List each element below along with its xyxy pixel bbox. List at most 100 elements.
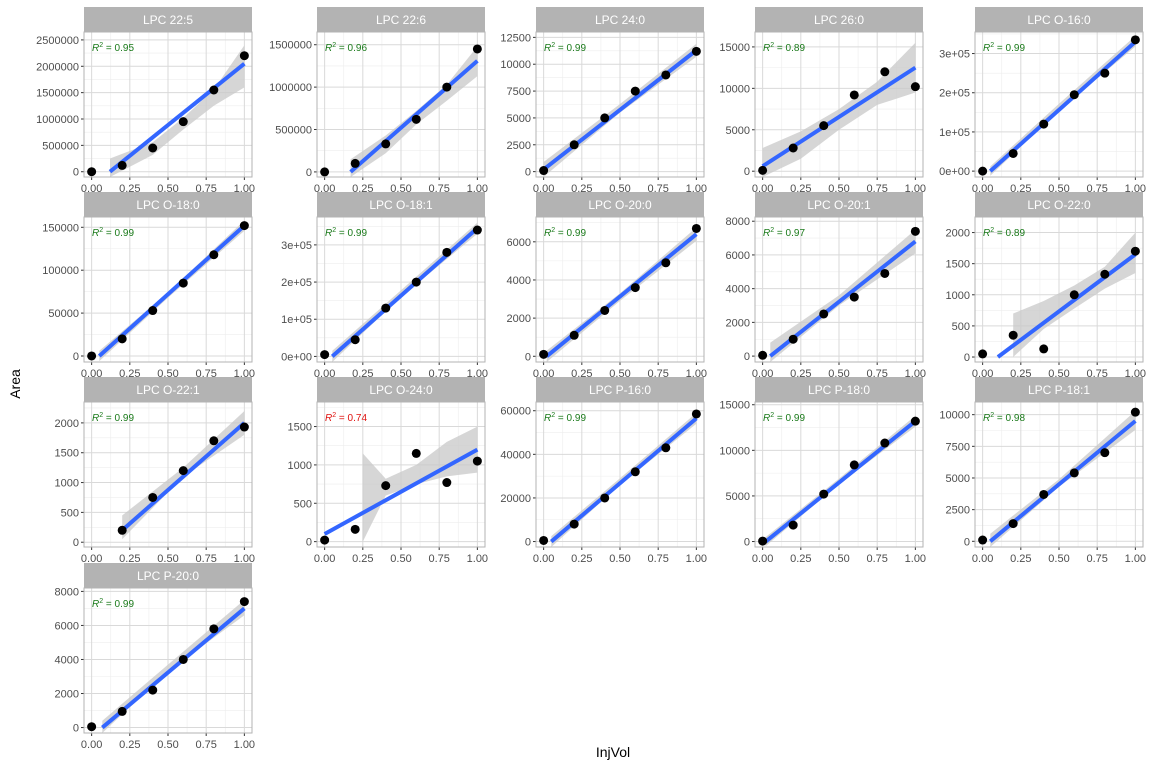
data-point xyxy=(148,685,158,695)
r-squared-label: R2 = 0.97 xyxy=(763,227,805,239)
facet-panel: LPC P-18:0 0 5000 10000 15000 0.00 0.25 0.50 0.7… xyxy=(719,377,926,565)
panel-border xyxy=(974,216,1144,363)
y-tick-label: 2500 xyxy=(507,140,531,152)
data-point xyxy=(849,460,859,470)
data-point xyxy=(148,492,158,502)
y-tick-label: 2000 xyxy=(726,317,750,329)
data-point xyxy=(209,250,219,260)
y-tick-label: 0 xyxy=(525,167,531,179)
data-point xyxy=(1130,35,1140,45)
data-point xyxy=(87,167,97,177)
y-tick-label: 10000 xyxy=(500,59,531,71)
y-tick-label: 4000 xyxy=(507,275,531,287)
facet-strip xyxy=(975,377,1143,402)
facet-title: LPC O-18:0 xyxy=(136,198,200,212)
data-point xyxy=(758,536,768,546)
x-tick-label: 0.75 xyxy=(647,553,668,565)
data-point xyxy=(1100,269,1110,279)
facet-strip xyxy=(84,377,252,402)
y-tick-label: 0 xyxy=(73,537,79,549)
data-point xyxy=(381,481,391,491)
x-tick-label: 0.75 xyxy=(866,553,887,565)
panel-border xyxy=(83,31,253,178)
y-tick-label: 10000 xyxy=(719,83,750,95)
y-tick-label: 10000 xyxy=(939,410,970,422)
data-point xyxy=(1100,68,1110,78)
x-tick-label: 1.00 xyxy=(234,739,255,751)
data-point xyxy=(569,330,579,340)
data-point xyxy=(1039,489,1049,499)
facet-panel: LPC P-16:0 0 20000 40000 60000 0.00 0.25 0.50 0.… xyxy=(500,377,707,565)
panel-border xyxy=(316,216,486,363)
y-tick-label: 12500 xyxy=(500,32,531,44)
r-squared-label: R2 = 0.99 xyxy=(92,598,134,610)
y-axis-label: Area xyxy=(7,369,23,399)
y-tick-label: 2000 xyxy=(946,228,970,240)
data-point xyxy=(1039,344,1049,354)
y-tick-label: 500000 xyxy=(275,125,312,137)
data-point xyxy=(691,409,701,419)
facet-panel: LPC P-18:1 0 2500 5000 7500 10000 0.00 0.25 0.50… xyxy=(939,377,1146,565)
y-tick-label: 2000 xyxy=(55,689,79,701)
x-tick-label: 0.25 xyxy=(1010,553,1031,565)
facet-strip xyxy=(317,377,485,402)
facet-panel: LPC P-20:0 0 2000 4000 6000 8000 0.00 0.25 0.50 0… xyxy=(55,563,255,751)
facet-title: LPC O-22:1 xyxy=(136,383,200,397)
regression-line xyxy=(761,65,917,168)
data-point xyxy=(87,351,97,361)
facet-strip xyxy=(84,192,252,217)
y-tick-label: 0 xyxy=(744,351,750,363)
facet-title: LPC O-22:0 xyxy=(1027,198,1091,212)
x-tick-label: 0.00 xyxy=(972,553,993,565)
panel-border xyxy=(83,587,253,734)
data-point xyxy=(849,292,859,302)
y-tick-label: 1500 xyxy=(288,422,312,434)
data-point xyxy=(209,436,219,446)
data-point xyxy=(178,117,188,127)
y-tick-label: 2500000 xyxy=(36,35,79,47)
data-point xyxy=(1008,148,1018,158)
data-point xyxy=(472,225,482,235)
y-tick-label: 1e+05 xyxy=(281,314,312,326)
y-tick-label: 5000 xyxy=(726,125,750,137)
facet-title: LPC 24:0 xyxy=(595,13,645,27)
y-tick-label: 0 xyxy=(306,537,312,549)
data-point xyxy=(630,467,640,477)
data-point xyxy=(978,166,988,176)
facet-strip xyxy=(975,7,1143,32)
data-point xyxy=(630,283,640,293)
data-point xyxy=(350,524,360,534)
x-tick-label: 0.50 xyxy=(157,739,178,751)
y-tick-label: 3e+05 xyxy=(281,240,312,252)
y-tick-label: 50000 xyxy=(48,308,79,320)
data-point xyxy=(978,349,988,359)
y-tick-label: 500 xyxy=(294,498,312,510)
facet-strip xyxy=(536,192,704,217)
facet-title: LPC P-16:0 xyxy=(589,383,651,397)
x-tick-label: 0.50 xyxy=(157,553,178,565)
r-squared-label: R2 = 0.95 xyxy=(92,42,134,54)
facet-strip xyxy=(84,7,252,32)
r-squared-label: R2 = 0.99 xyxy=(544,42,586,54)
x-tick-label: 0.75 xyxy=(428,553,449,565)
panel-border xyxy=(974,31,1144,178)
y-tick-label: 7500 xyxy=(507,86,531,98)
y-tick-label: 8000 xyxy=(55,586,79,598)
data-point xyxy=(880,67,890,77)
data-point xyxy=(1008,519,1018,529)
r-squared-label: R2 = 0.99 xyxy=(983,42,1025,54)
facet-strip xyxy=(84,563,252,588)
regression-line xyxy=(542,48,698,172)
data-point xyxy=(87,722,97,732)
x-tick-label: 0.50 xyxy=(390,553,411,565)
r-squared-label: R2 = 0.99 xyxy=(92,227,134,239)
data-point xyxy=(539,535,549,545)
y-tick-label: 2000 xyxy=(55,418,79,430)
data-point xyxy=(910,416,920,426)
